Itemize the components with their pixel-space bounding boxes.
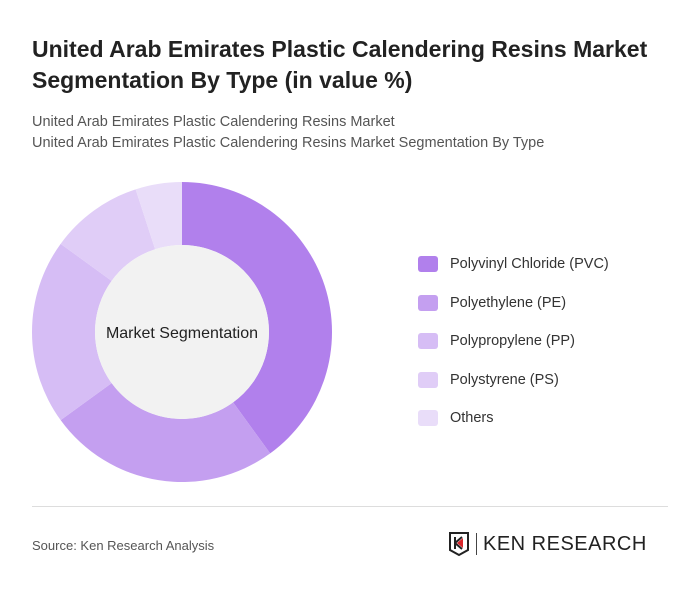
legend-swatch [418, 333, 438, 350]
slice-polystyrene-ps [60, 189, 156, 281]
legend: Polyvinyl Chloride (PVC) Polyethylene (PE… [418, 245, 609, 438]
donut-hole [95, 245, 269, 419]
logo-text: KEN RESEARCH [483, 532, 647, 555]
donut-chart: Market Segmentation [31, 182, 332, 482]
legend-item: Polyvinyl Chloride (PVC) [418, 245, 609, 284]
slice-polyvinyl-chloride-pvc [182, 182, 332, 454]
legend-label: Polystyrene (PS) [450, 371, 559, 388]
divider [32, 506, 668, 507]
slice-polyethylene-pe [60, 383, 271, 482]
center-label: Market Segmentation [106, 325, 258, 342]
legend-label: Polyethylene (PE) [450, 294, 567, 311]
legend-swatch [418, 294, 438, 311]
legend-item: Others [418, 399, 609, 438]
source-note: Source: Ken Research Analysis [32, 538, 215, 553]
slice-polypropylene-pp [31, 243, 112, 421]
legend-item: Polypropylene (PP) [418, 322, 609, 361]
subtitle-segmentation: United Arab Emirates Plastic Calendering… [32, 135, 545, 151]
legend-label: Others [450, 410, 494, 427]
ken-logo-icon [449, 532, 469, 557]
slice-others [135, 182, 182, 250]
legend-swatch [418, 410, 438, 427]
chart-title: United Arab Emirates Plastic Calendering… [32, 36, 648, 93]
legend-item: Polystyrene (PS) [418, 361, 609, 400]
ken-research-logo: KEN RESEARCH [448, 531, 647, 557]
legend-label: Polypropylene (PP) [450, 333, 575, 350]
subtitle-market: United Arab Emirates Plastic Calendering… [32, 114, 395, 130]
legend-label: Polyvinyl Chloride (PVC) [450, 256, 609, 273]
legend-swatch [418, 371, 438, 388]
legend-swatch [418, 256, 438, 273]
legend-item: Polyethylene (PE) [418, 284, 609, 323]
